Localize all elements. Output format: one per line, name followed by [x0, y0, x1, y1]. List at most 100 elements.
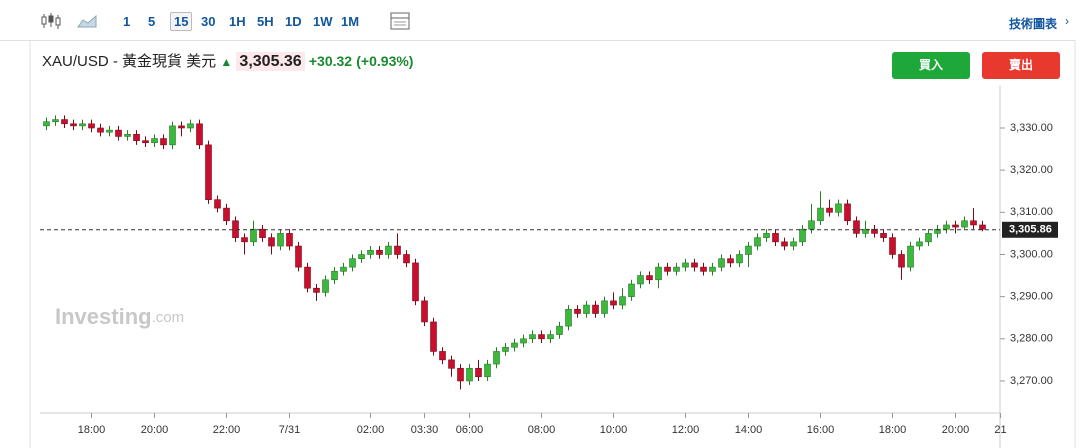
interval-button[interactable]: 5	[148, 14, 156, 29]
candle-body	[925, 233, 932, 243]
y-tick-label: 3,280.00	[1010, 333, 1053, 345]
candle-body	[736, 254, 743, 264]
candle-body	[700, 266, 707, 272]
y-tick-label: 3,270.00	[1010, 375, 1053, 387]
candle-body	[691, 262, 698, 268]
candle-icon[interactable]	[40, 12, 62, 30]
candle-body	[916, 241, 923, 247]
table-icon[interactable]	[390, 12, 410, 30]
interval-button[interactable]: 1W	[313, 14, 333, 29]
candle-body	[871, 228, 878, 234]
y-tick-label: 3,300.00	[1010, 248, 1053, 260]
interval-button[interactable]: 1H	[229, 14, 246, 29]
candle-body	[979, 224, 986, 230]
candle-body	[439, 351, 446, 361]
candle-body	[223, 207, 230, 222]
interval-button[interactable]: 1	[123, 14, 131, 29]
candle-body	[187, 123, 194, 129]
interval-button[interactable]: 30	[201, 14, 216, 29]
y-tick-label: 3,330.00	[1010, 122, 1053, 134]
candle-body	[529, 334, 536, 340]
candles	[43, 115, 986, 390]
x-tick-label: 08:00	[528, 424, 556, 436]
interval-button[interactable]: 5H	[257, 14, 274, 29]
interval-button[interactable]: 15	[170, 12, 193, 31]
candle-body	[385, 245, 392, 255]
last-price-box	[1002, 221, 1058, 238]
x-tick-label: 20:00	[942, 424, 970, 436]
candle-body	[817, 207, 824, 222]
candle-body	[376, 249, 383, 255]
candle-body	[160, 138, 167, 146]
interval-button[interactable]: 1D	[285, 14, 302, 29]
x-tick-label: 7/31	[279, 424, 300, 436]
candle-body	[727, 258, 734, 264]
buy-button[interactable]: 買入	[892, 52, 970, 79]
candle-body	[178, 125, 185, 129]
candle-body	[70, 123, 77, 127]
candle-body	[331, 271, 338, 281]
x-tick-label: 06:00	[456, 424, 484, 436]
x-tick-label: 18:00	[879, 424, 907, 436]
quote-header: XAU/USD - 黃金現貨 美元 ▲ 3,305.36 +30.32 (+0.…	[42, 50, 413, 71]
candle-body	[502, 346, 509, 352]
candle-body	[205, 144, 212, 200]
x-tick-label: 21	[994, 424, 1006, 436]
y-tick-label: 3,310.00	[1010, 206, 1053, 218]
candle-body	[511, 342, 518, 348]
candle-body	[772, 233, 779, 243]
candle-body	[628, 283, 635, 297]
x-tick-label: 16:00	[807, 424, 835, 436]
candle-body	[808, 220, 815, 230]
candle-body	[295, 245, 302, 268]
candle-body	[637, 275, 644, 285]
chevron: ›	[1065, 14, 1069, 28]
candle-body	[538, 334, 545, 340]
sell-button[interactable]: 賣出	[982, 52, 1060, 79]
x-tick-label: 03:30	[411, 424, 439, 436]
candle-body	[745, 245, 752, 255]
candle-body	[889, 237, 896, 255]
candle-body	[412, 262, 419, 302]
candle-body	[673, 266, 680, 272]
candle-body	[43, 121, 50, 127]
candle-body	[763, 233, 770, 238]
candle-body	[286, 233, 293, 247]
candle-body	[790, 241, 797, 247]
candle-body	[142, 140, 149, 144]
candle-body	[115, 129, 122, 137]
candle-body	[349, 258, 356, 268]
candle-body	[754, 237, 761, 247]
candle-body	[520, 338, 527, 344]
last-price-label: 3,305.86	[1009, 224, 1052, 236]
candle-body	[79, 123, 86, 127]
candle-body	[466, 368, 473, 382]
candle-body	[106, 129, 113, 133]
candle-body	[448, 359, 455, 369]
candle-body	[322, 279, 329, 293]
candle-body	[556, 325, 563, 335]
candle-body	[484, 363, 491, 378]
interval-button[interactable]: 1M	[341, 14, 360, 29]
chart-link[interactable]: 技術圖表	[1008, 17, 1057, 31]
candle-body	[646, 275, 653, 281]
candle-body	[124, 134, 131, 137]
candle-body	[862, 228, 869, 234]
candle-body	[421, 300, 428, 323]
y-tick-label: 3,290.00	[1010, 291, 1053, 303]
candle-body	[853, 220, 860, 234]
area-icon[interactable]	[76, 12, 98, 30]
candle-body	[682, 262, 689, 268]
candle-body	[259, 228, 266, 238]
candle-body	[574, 308, 581, 314]
candle-body	[493, 351, 500, 365]
candle-body	[610, 300, 617, 306]
candle-body	[214, 199, 221, 209]
candle-body	[781, 241, 788, 247]
candle-body	[313, 287, 320, 293]
candle-body	[430, 321, 437, 352]
candle-body	[52, 119, 59, 122]
toolbar: 1 5 15 30 1H 5H 1D 1W 1M 技術圖表 ›	[0, 0, 1075, 41]
